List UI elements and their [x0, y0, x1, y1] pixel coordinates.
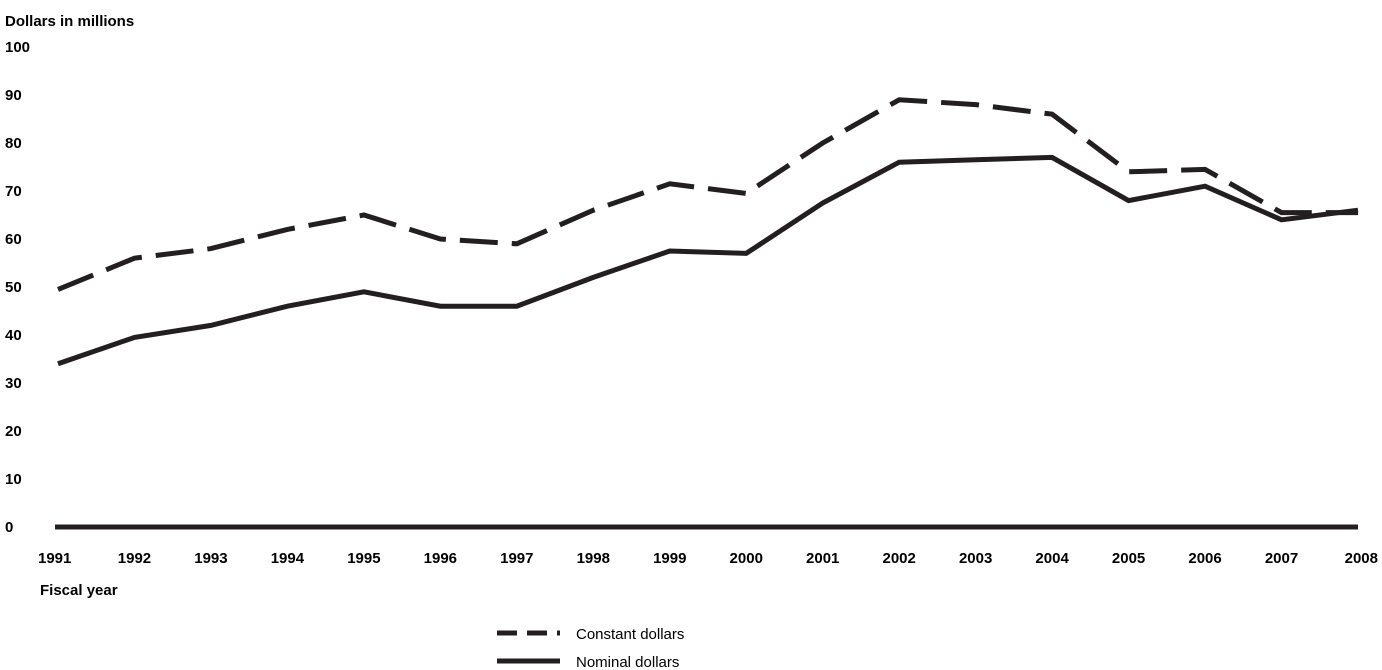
x-tick-label: 2005 — [1112, 550, 1145, 567]
x-tick-label: 2008 — [1345, 550, 1378, 567]
x-tick-label: 2004 — [1035, 550, 1069, 567]
y-axis-title: Dollars in millions — [5, 13, 134, 30]
y-axis-ticks: 0 10 20 30 40 50 60 70 80 90 100 — [5, 39, 30, 536]
x-tick-label: 2007 — [1265, 550, 1298, 567]
series-lines — [57, 97, 1359, 367]
x-tick-label: 1991 — [38, 550, 71, 567]
y-tick-label: 70 — [5, 183, 22, 200]
x-tick-label: 1996 — [424, 550, 457, 567]
x-tick-label: 1995 — [347, 550, 380, 567]
x-tick-label: 2001 — [806, 550, 839, 567]
y-tick-label: 10 — [5, 471, 22, 488]
x-tick-label: 2000 — [730, 550, 763, 567]
y-tick-label: 40 — [5, 327, 22, 344]
x-tick-label: 1997 — [500, 550, 533, 567]
x-tick-label: 1994 — [271, 550, 305, 567]
y-tick-label: 80 — [5, 135, 22, 152]
y-tick-label: 60 — [5, 231, 22, 248]
y-tick-label: 0 — [5, 519, 13, 536]
x-tick-label: 1999 — [653, 550, 686, 567]
x-tick-label: 2003 — [959, 550, 992, 567]
x-tick-label: 1992 — [118, 550, 151, 567]
legend-label-nominal: Nominal dollars — [576, 654, 679, 670]
y-tick-label: 30 — [5, 375, 22, 392]
x-tick-label: 1993 — [194, 550, 227, 567]
series-line-constant — [57, 97, 1358, 292]
x-tick-label: 2006 — [1188, 550, 1221, 567]
x-tick-label: 2002 — [882, 550, 915, 567]
series-line-nominal — [57, 154, 1359, 367]
x-tick-label: 1998 — [577, 550, 610, 567]
legend-label-constant: Constant dollars — [576, 626, 684, 643]
x-axis-ticks: 1991 1992 1993 1994 1995 1996 1997 1998 1999 2000… — [38, 550, 1378, 567]
y-tick-label: 100 — [5, 39, 30, 56]
x-axis-title: Fiscal year — [40, 582, 118, 599]
y-tick-label: 90 — [5, 87, 22, 104]
y-tick-label: 20 — [5, 423, 22, 440]
legend: Constant dollars Nominal dollars — [497, 626, 684, 670]
y-tick-label: 50 — [5, 279, 22, 296]
